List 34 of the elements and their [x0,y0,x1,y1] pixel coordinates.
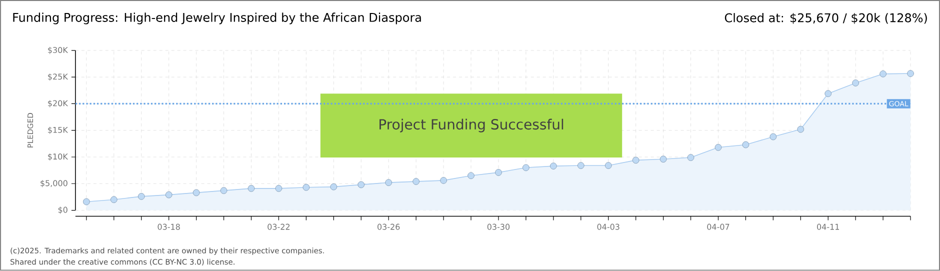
annotation: Project Funding Successful [380,118,564,132]
point [330,184,338,190]
point [138,193,145,200]
chart-subtitle: Closed at: $25,670 / $20k (128%) [724,13,927,24]
point [275,185,282,192]
point [797,126,804,133]
point [907,70,914,78]
point [220,187,228,194]
point [714,144,722,151]
chart-title: Funding Progress: High-end Jewelry Inspired by the African Diaspora [13,12,421,24]
point [83,198,90,206]
point [604,162,612,170]
point [412,178,420,186]
point [440,177,447,184]
point [522,164,530,172]
point [824,90,832,98]
point [385,179,392,186]
point [660,156,667,163]
point [192,189,200,196]
point [110,196,118,204]
point [495,169,502,176]
point [742,141,750,148]
point [880,70,886,78]
point [468,172,474,180]
point [577,162,584,170]
point [687,154,694,162]
point [165,192,172,198]
point [770,133,777,140]
point [632,156,640,164]
point [302,184,310,191]
point [248,185,255,192]
point [358,181,365,188]
point [852,80,859,86]
point [550,162,557,170]
